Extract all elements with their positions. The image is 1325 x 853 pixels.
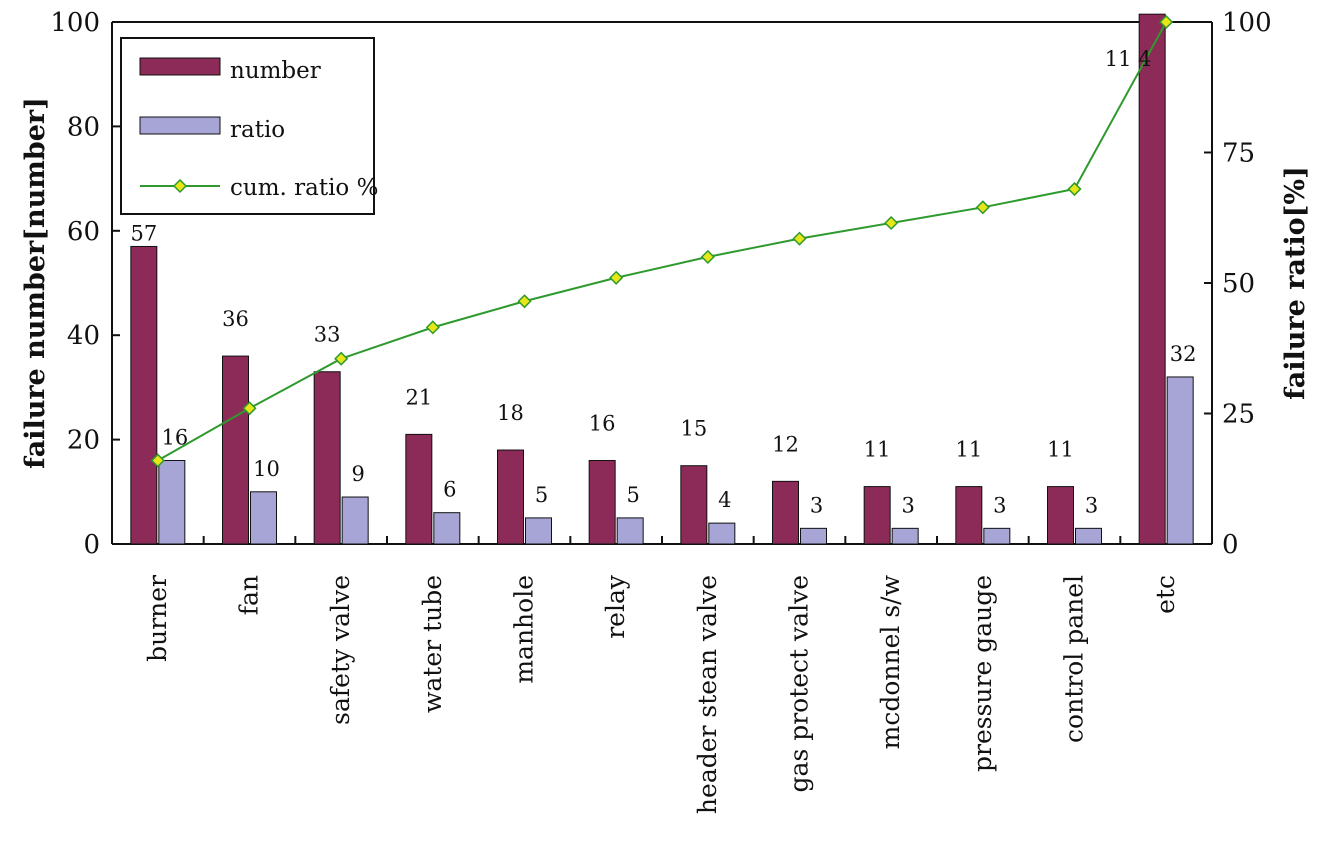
y-left-tick-label: 40 <box>67 321 100 351</box>
data-label-number: 18 <box>497 401 524 425</box>
data-label-number: 36 <box>222 307 249 331</box>
bar-number <box>864 487 890 544</box>
y-left-tick-label: 20 <box>67 426 100 456</box>
legend-label-number: number <box>230 58 321 84</box>
bar-number <box>681 466 707 544</box>
bar-ratio <box>617 518 643 544</box>
legend-label-ratio: ratio <box>230 117 285 143</box>
cum-ratio-marker <box>610 272 622 284</box>
bar-number <box>314 372 340 544</box>
cum-ratio-marker <box>335 353 347 365</box>
category-label: relay <box>601 574 630 639</box>
category-label: header stean valve <box>693 575 722 814</box>
data-label-ratio: 9 <box>351 462 364 486</box>
data-label-ratio: 3 <box>901 493 914 517</box>
legend-swatch-number <box>140 58 220 75</box>
data-label-ratio: 6 <box>443 478 456 502</box>
bar-number <box>773 481 799 544</box>
data-label-number: 12 <box>772 432 799 456</box>
y-left-tick-label: 60 <box>67 217 100 247</box>
cum-ratio-marker <box>1069 183 1081 195</box>
bar-number <box>498 450 524 544</box>
cum-ratio-marker <box>977 201 989 213</box>
bar-ratio <box>709 523 735 544</box>
cum-ratio-marker <box>794 233 806 245</box>
data-label-number: 11 4 <box>1105 47 1152 71</box>
bar-number <box>406 434 432 544</box>
category-label: pressure gauge <box>968 575 997 772</box>
data-label-ratio: 3 <box>1085 493 1098 517</box>
category-label: water tube <box>418 575 447 713</box>
bar-ratio <box>801 528 827 544</box>
data-label-ratio: 10 <box>253 457 280 481</box>
data-label-ratio: 3 <box>993 493 1006 517</box>
data-label-number: 11 <box>864 438 891 462</box>
legend-swatch-ratio <box>140 117 220 134</box>
data-label-number: 57 <box>130 221 157 245</box>
y-right-axis-title: failure ratio[%] <box>1280 166 1311 400</box>
y-left-tick-label: 80 <box>67 112 100 142</box>
bar-number <box>1048 487 1074 544</box>
bar-ratio <box>342 497 368 544</box>
data-label-ratio: 5 <box>535 483 548 507</box>
bar-ratio <box>526 518 552 544</box>
data-label-ratio: 16 <box>161 425 188 449</box>
y-right-tick-label: 75 <box>1222 139 1255 169</box>
category-label: gas protect valve <box>785 575 814 792</box>
y-right-tick-label: 25 <box>1222 400 1255 430</box>
bar-number <box>1139 14 1165 544</box>
y-left-tick-label: 100 <box>50 8 100 38</box>
data-label-ratio: 3 <box>810 493 823 517</box>
bar-ratio <box>251 492 277 544</box>
category-label: burner <box>143 575 172 662</box>
data-label-number: 15 <box>680 417 707 441</box>
y-right-tick-label: 50 <box>1222 269 1255 299</box>
y-right-tick-label: 0 <box>1222 530 1239 560</box>
data-label-number: 16 <box>589 411 616 435</box>
data-label-ratio: 5 <box>626 483 639 507</box>
legend-label-cum: cum. ratio % <box>230 175 378 201</box>
data-label-number: 11 <box>1047 438 1074 462</box>
legend: number ratio cum. ratio % <box>121 38 378 214</box>
category-label: fan <box>235 575 264 615</box>
data-label-number: 33 <box>314 323 341 347</box>
bar-number <box>956 487 982 544</box>
cum-ratio-marker <box>702 251 714 263</box>
category-label: mcdonnel s/w <box>876 574 905 749</box>
bar-ratio <box>159 460 185 544</box>
category-label: safety valve <box>326 575 355 725</box>
cum-ratio-marker <box>519 295 531 307</box>
data-label-ratio: 4 <box>718 488 731 512</box>
bar-number <box>589 460 615 544</box>
y-right-tick-label: 100 <box>1222 8 1272 38</box>
data-label-number: 21 <box>405 385 432 409</box>
bar-number <box>223 356 249 544</box>
bar-ratio <box>1076 528 1102 544</box>
y-left-tick-label: 0 <box>83 530 100 560</box>
category-label: etc <box>1151 575 1180 614</box>
bar-ratio <box>892 528 918 544</box>
cum-ratio-marker <box>885 217 897 229</box>
category-label: manhole <box>510 575 539 684</box>
category-label: control panel <box>1060 575 1089 743</box>
y-left-axis-title: failure number[number] <box>20 97 51 469</box>
bar-ratio <box>434 513 460 544</box>
bar-ratio <box>984 528 1010 544</box>
cum-ratio-marker <box>427 321 439 333</box>
bar-number <box>131 246 157 544</box>
bar-ratio <box>1167 377 1193 544</box>
data-label-number: 11 <box>955 438 982 462</box>
data-label-ratio: 32 <box>1170 342 1197 366</box>
